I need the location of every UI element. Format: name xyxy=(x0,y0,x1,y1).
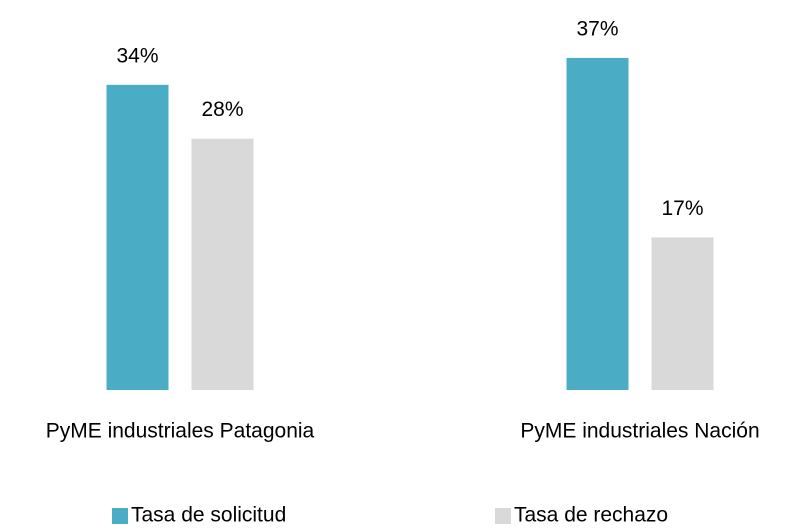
data-label: 37% xyxy=(576,17,618,40)
x-tick-label: PyME industriales Nación xyxy=(520,420,759,443)
legend-label: Tasa de solicitud xyxy=(131,504,286,526)
bar xyxy=(106,84,169,390)
legend-swatch xyxy=(112,508,128,524)
bar xyxy=(651,237,714,390)
x-tick-label: PyME industriales Patagonia xyxy=(46,420,315,443)
legend-label: Tasa de rechazo xyxy=(514,504,668,526)
data-label: 28% xyxy=(201,98,243,121)
bar xyxy=(191,138,254,390)
legend-swatch xyxy=(495,508,511,524)
bar xyxy=(566,57,629,391)
data-label: 17% xyxy=(661,197,703,220)
data-label: 34% xyxy=(116,44,158,67)
